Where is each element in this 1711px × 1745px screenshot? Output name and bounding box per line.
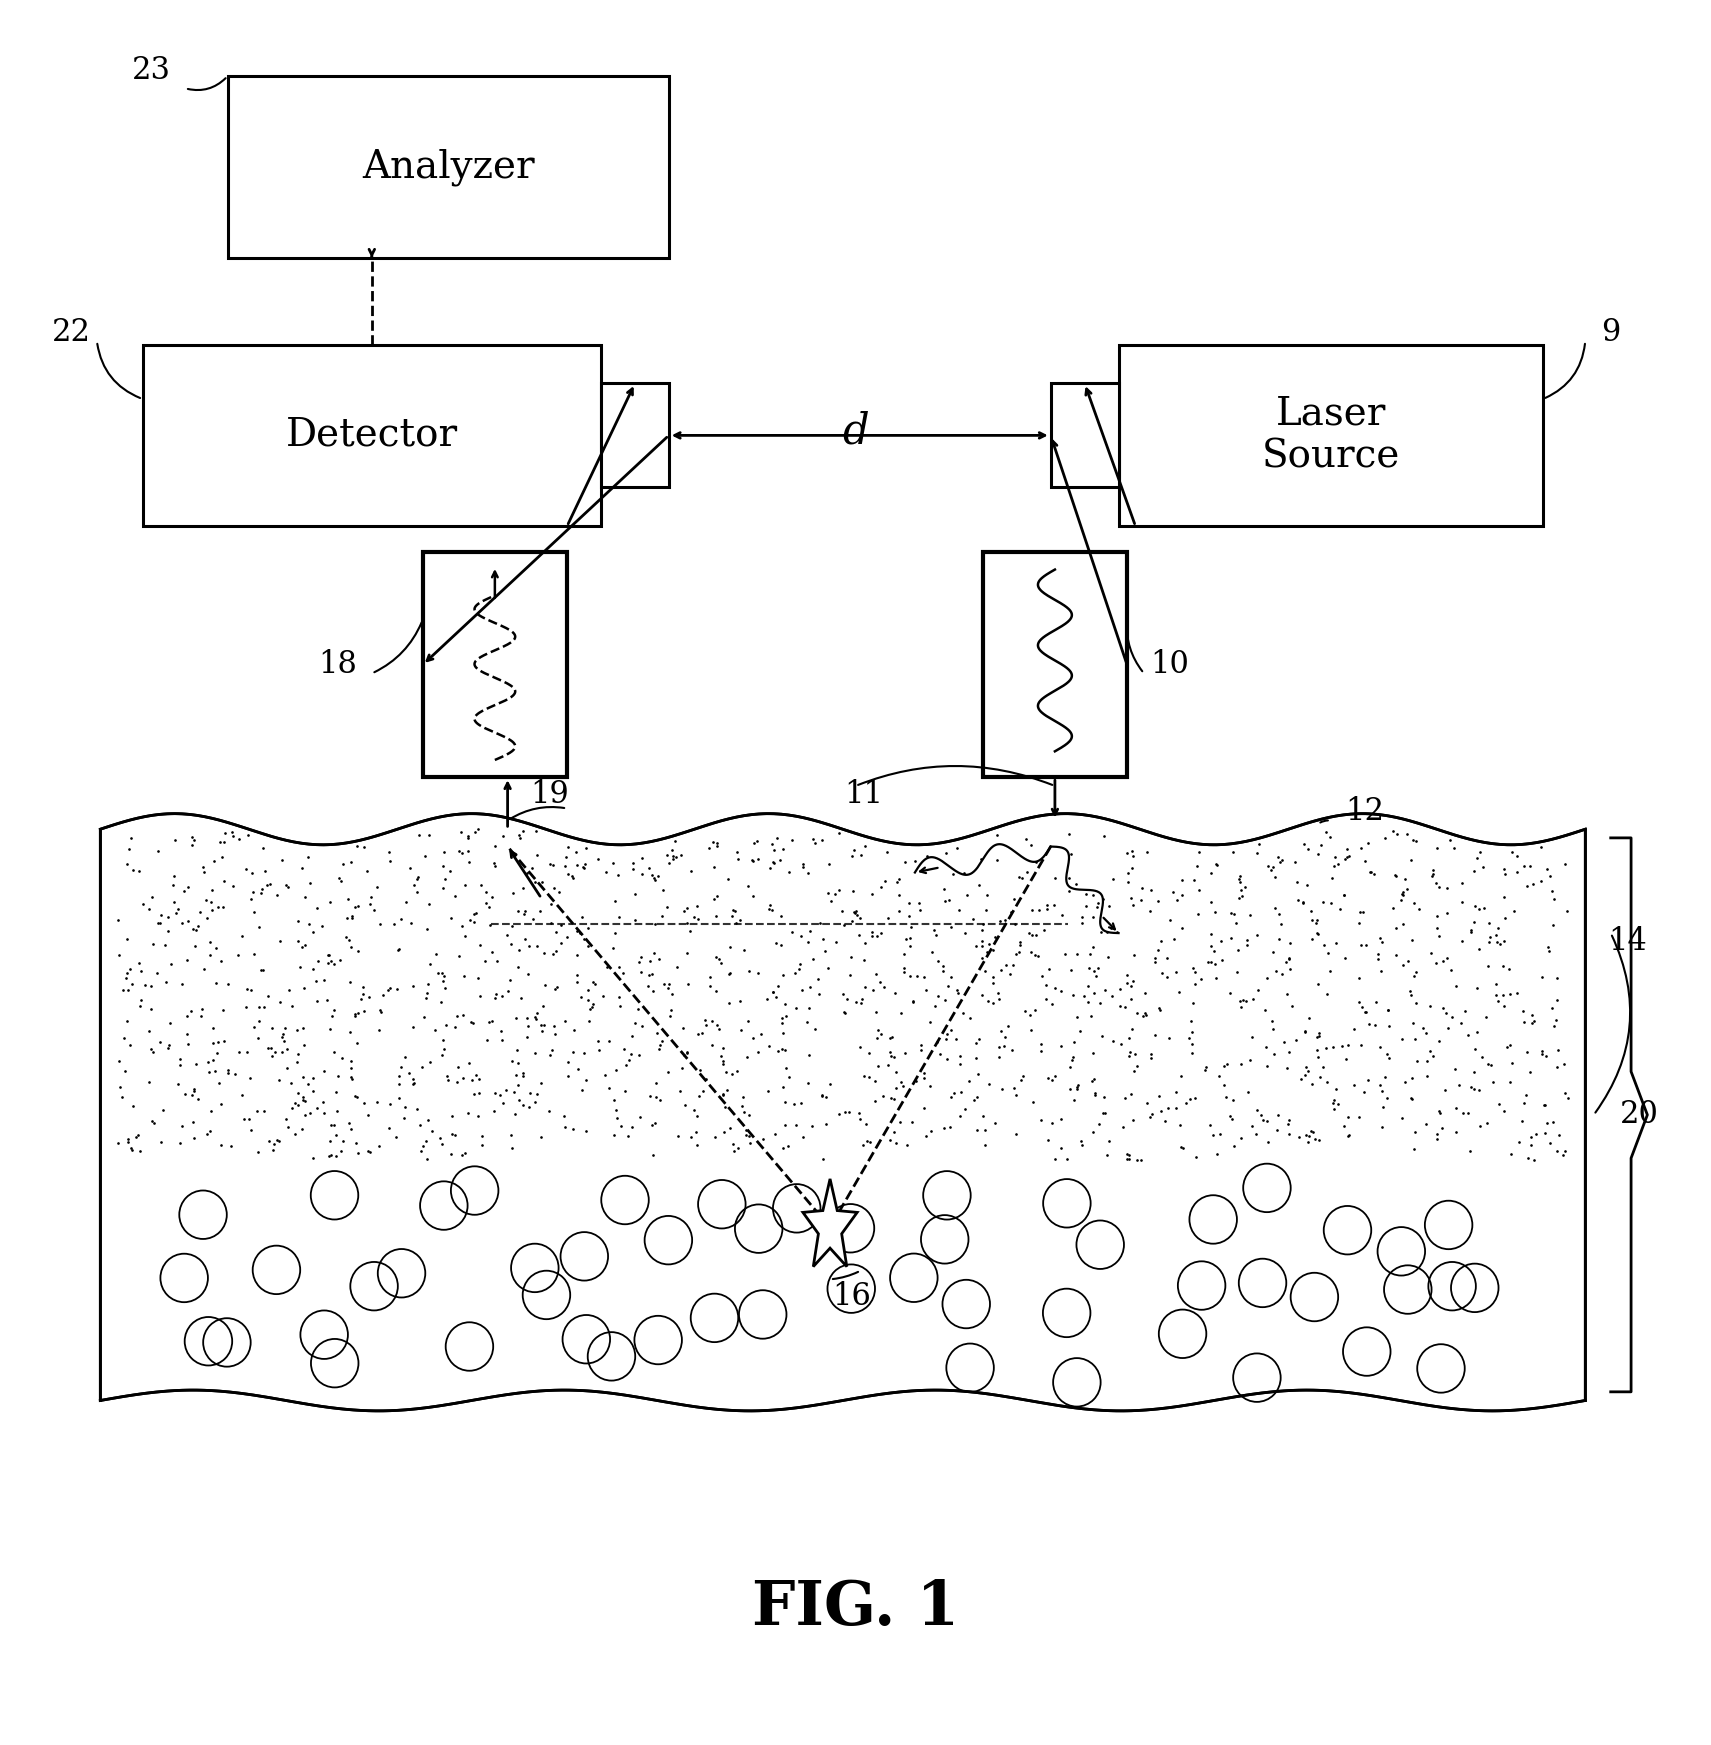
Text: 19: 19 (530, 778, 570, 810)
Text: 22: 22 (51, 318, 91, 347)
Text: 18: 18 (318, 649, 358, 681)
Bar (601, 384, 669, 487)
Bar (142, 344, 601, 527)
Bar (982, 551, 1128, 777)
Text: FIG. 1: FIG. 1 (751, 1577, 960, 1639)
Bar (423, 551, 566, 777)
Text: 9: 9 (1601, 318, 1620, 347)
Text: d: d (842, 410, 869, 452)
Text: Laser
Source: Laser Source (1261, 396, 1400, 475)
Text: 11: 11 (845, 778, 883, 810)
Text: 12: 12 (1345, 796, 1384, 827)
Bar (1051, 384, 1119, 487)
Text: Analyzer: Analyzer (363, 148, 534, 185)
Text: Detector: Detector (286, 417, 459, 454)
Bar (228, 77, 669, 258)
Polygon shape (802, 1180, 857, 1267)
Text: 10: 10 (1150, 649, 1189, 681)
Text: 20: 20 (1620, 1099, 1660, 1131)
Bar (1119, 344, 1543, 527)
Text: 23: 23 (132, 56, 171, 87)
Polygon shape (101, 813, 1586, 1412)
Text: 14: 14 (1608, 927, 1648, 958)
Text: 16: 16 (833, 1281, 871, 1312)
